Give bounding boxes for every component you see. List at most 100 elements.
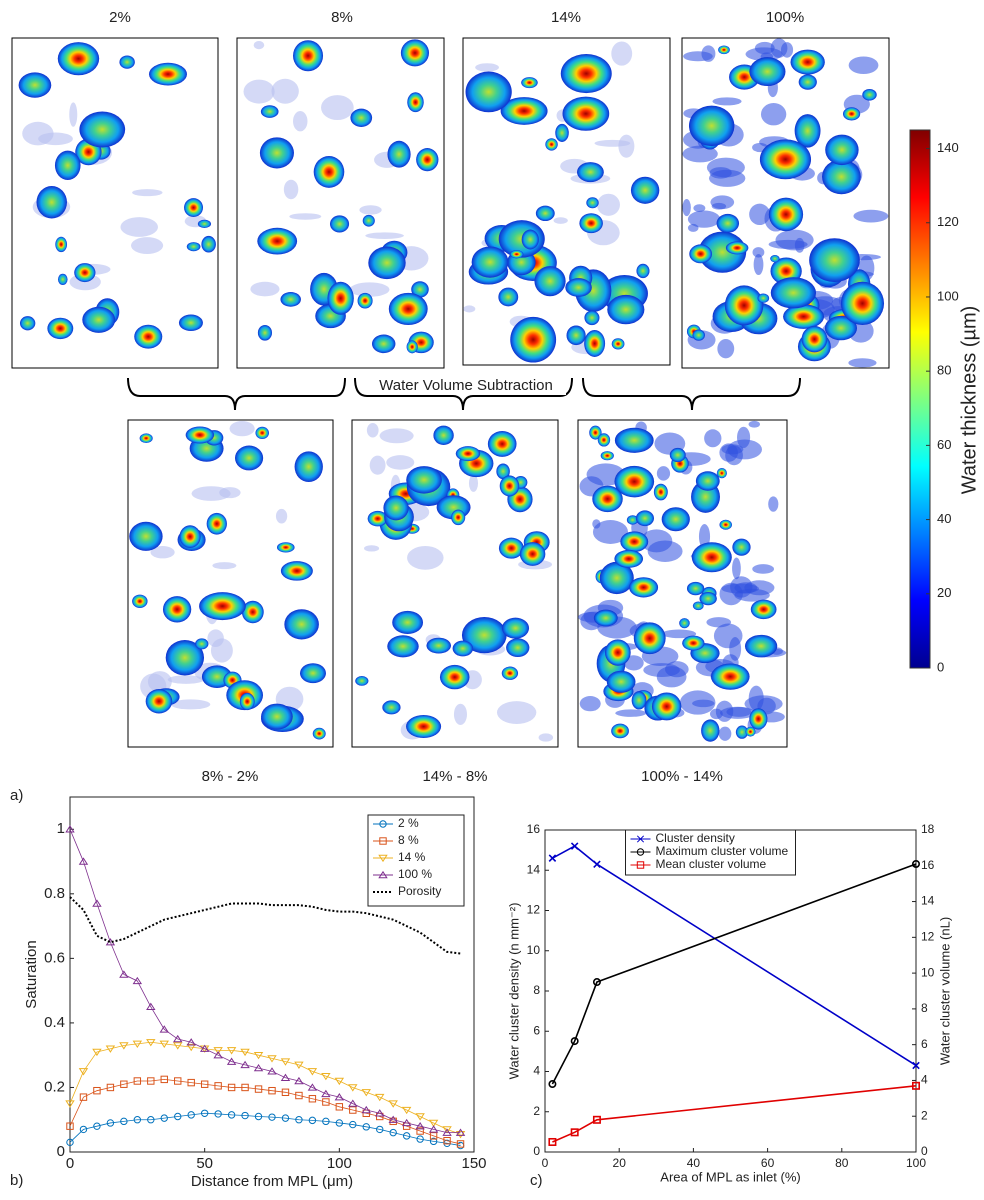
water-cluster	[451, 509, 466, 526]
water-film	[150, 546, 175, 559]
panel-label: c)	[530, 1172, 543, 1189]
water-film	[120, 217, 158, 237]
water-film	[130, 237, 164, 254]
water-cluster	[55, 236, 68, 253]
marker	[146, 1039, 156, 1047]
water-cluster	[57, 273, 68, 286]
water-cluster	[750, 599, 777, 620]
water-cluster	[498, 287, 519, 307]
water-cluster	[241, 600, 264, 624]
y2-tick-label: 0	[921, 1144, 928, 1158]
water-film	[293, 110, 308, 132]
marker	[388, 1100, 398, 1108]
legend-label: 2 %	[398, 816, 419, 830]
marker	[334, 1093, 345, 1101]
water-cluster	[259, 137, 294, 169]
water-cluster	[162, 596, 192, 623]
marker	[173, 1034, 183, 1043]
water-cluster	[357, 292, 373, 309]
y2-tick-label: 6	[921, 1037, 928, 1051]
water-cluster	[82, 306, 116, 333]
water-cluster	[471, 246, 509, 278]
water-film	[453, 703, 467, 725]
marker	[186, 1043, 196, 1052]
water-film	[253, 41, 265, 50]
water-cluster	[74, 263, 96, 283]
water-film	[748, 420, 761, 428]
water-cluster	[129, 521, 163, 551]
marker	[240, 1060, 250, 1069]
marker	[389, 1128, 397, 1137]
water-cluster	[749, 708, 768, 730]
water-film	[687, 210, 721, 228]
y2-tick-label: 12	[921, 930, 935, 944]
water-cluster	[47, 317, 74, 340]
water-film	[704, 429, 722, 448]
water-cluster	[679, 618, 690, 629]
marker	[106, 1119, 115, 1127]
marker	[416, 1127, 424, 1135]
marker	[78, 1068, 89, 1076]
bracket	[582, 377, 801, 411]
water-cluster	[653, 483, 668, 501]
y-tick-label: 4	[533, 1064, 540, 1078]
marker	[307, 1083, 318, 1091]
water-cluster	[579, 213, 603, 234]
water-cluster	[745, 726, 756, 737]
bracket	[127, 377, 346, 411]
marker	[362, 1123, 370, 1131]
water-cluster	[749, 57, 786, 87]
y2-tick-label: 2	[921, 1108, 928, 1122]
marker	[570, 842, 579, 850]
marker	[335, 1119, 344, 1127]
marker	[442, 1128, 452, 1136]
marker	[592, 978, 601, 987]
water-cluster	[350, 108, 373, 127]
water-cluster	[54, 150, 81, 181]
water-cluster	[686, 581, 705, 596]
marker	[379, 820, 387, 828]
water-film	[721, 444, 744, 455]
colorbar-tick-label: 40	[937, 511, 951, 526]
water-film	[22, 121, 54, 146]
marker	[214, 1082, 222, 1090]
water-film	[289, 213, 322, 220]
marker	[253, 1063, 264, 1072]
water-cluster	[499, 475, 520, 497]
water-cluster	[599, 561, 634, 595]
y2-tick-label: 4	[921, 1073, 928, 1087]
marker	[200, 1109, 209, 1117]
marker	[429, 1132, 438, 1140]
water-film	[848, 358, 877, 368]
water-cluster	[614, 465, 655, 498]
water-film	[618, 134, 635, 158]
water-cluster	[501, 666, 519, 680]
marker	[65, 825, 75, 833]
marker	[379, 837, 387, 845]
water-film	[709, 708, 723, 720]
water-film	[212, 562, 237, 570]
water-film	[167, 675, 205, 684]
x-tick-label: 100	[327, 1155, 352, 1172]
water-cluster	[19, 316, 36, 331]
marker	[307, 1068, 318, 1076]
water-cluster	[597, 433, 611, 447]
water-cluster	[682, 635, 705, 651]
water-cluster	[604, 639, 631, 666]
water-cluster	[500, 97, 548, 125]
marker	[294, 1061, 304, 1069]
water-cluster	[367, 510, 388, 527]
y-axis-label: Water cluster density (n mm⁻²)	[506, 903, 521, 1080]
marker	[375, 1093, 385, 1102]
marker	[213, 1047, 223, 1055]
water-cluster	[565, 278, 592, 297]
water-cluster	[790, 49, 825, 75]
water-cluster	[57, 42, 100, 76]
water-cluster	[724, 285, 764, 326]
water-cluster	[519, 542, 546, 566]
marker	[174, 1077, 182, 1085]
water-cluster	[577, 162, 604, 183]
water-cluster	[362, 214, 375, 227]
water-film	[760, 103, 787, 126]
water-cluster	[688, 105, 735, 147]
